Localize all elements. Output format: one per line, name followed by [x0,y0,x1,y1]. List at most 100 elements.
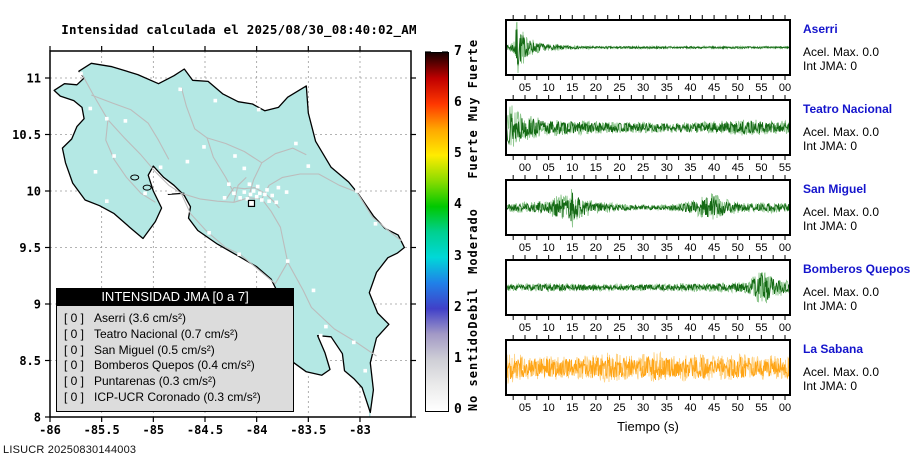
station-marker [256,107,261,112]
waveform-tick-label: 55 [779,162,791,174]
coastline [53,62,406,414]
map-frame [49,50,412,418]
station-marker [260,198,264,202]
waveform-tick-label: 25 [613,242,625,254]
colorbar-scale-label: Fuerte [466,129,480,179]
legend-item-jma: [ 0 ] [64,358,85,373]
station-marker [373,222,378,226]
acel-max-label: Acel. Max. 0.0 [803,125,880,139]
colorbar-tick-label: 6 [454,95,462,111]
colorbar-scale-label: No sentido [466,328,480,412]
map-y-tick-label: 9.5 [19,241,41,255]
map-y-tick-label: 10.5 [12,128,41,142]
station-marker [79,71,83,76]
colorbar-tick-label: 1 [454,350,462,366]
road-line [247,147,307,198]
waveform-tick-label: 05 [519,242,531,254]
station-marker [143,191,147,196]
island [130,174,140,181]
legend-item-jma: [ 0 ] [64,342,85,357]
legend-item-text: Aserri (3.6 cm/s²) [94,311,187,325]
station-marker [233,154,237,158]
epicenter-marker [247,199,256,208]
station-marker [352,340,356,345]
waveform-tick-label: 40 [684,82,696,94]
waveform-tick-label: 15 [566,322,578,334]
legend-item-jma: [ 0 ] [64,374,85,389]
waveform-tick-label: 25 [613,82,625,94]
station-marker [274,200,279,205]
waveform-tick-label: 40 [684,322,696,334]
waveform-tick-label: 50 [732,82,744,94]
legend-item-text: San Miguel (0.5 cm/s²) [94,342,215,357]
waveform-panel-box [505,99,791,156]
waveform-tick-label: 20 [590,242,602,254]
waveform-tick-label: 55 [755,242,767,254]
waveform-tick-label: 00 [779,242,791,254]
station-marker [112,154,116,158]
waveform-panel-box [505,339,791,396]
station-marker [311,288,316,293]
map-x-tick-label: -85 [142,423,164,437]
waveform-tick-label: 05 [519,82,531,94]
waveform-tick-label: 00 [779,82,791,94]
run-id-text: LISUCR 20250830144003 [3,444,137,456]
map-y-tick-label: 8 [34,411,41,425]
station-marker [93,170,98,174]
station-name-label: La Sabana [803,342,864,356]
waveform-tick-label: 20 [590,82,602,94]
station-marker [238,196,242,200]
road-line [181,192,262,203]
station-marker [178,87,182,92]
station-marker [185,159,190,164]
legend-item-text: Puntarenas (0.3 cm/s²) [94,374,217,389]
legend-item-jma: [ 0 ] [64,326,85,341]
station-marker [248,192,253,197]
waveform-tick-label: 30 [637,242,649,254]
station-marker [207,231,211,235]
road-line [233,177,247,203]
waveform-tick-label: 55 [755,322,767,334]
acel-max-label: Acel. Max. 0.0 [803,45,880,59]
colorbar-tick-label: 5 [454,146,462,162]
station-name-label: Bomberos Quepos [803,262,910,276]
station-marker [168,190,172,194]
map-y-tick-label: 9 [34,298,41,312]
road-line [356,191,402,242]
road-line [225,187,280,209]
legend-item-jma: [ 0 ] [64,311,85,325]
waveform-tick-label: 45 [708,82,720,94]
road-line [91,94,170,160]
waveform-tick-label: 15 [590,162,602,174]
station-marker [237,252,241,257]
waveform-tick-label: 45 [708,322,720,334]
island [142,184,152,191]
map-y-tick-label: 8.5 [19,354,41,368]
int-jma-label: Int JMA: 0 [803,299,858,313]
waveform-trace [507,272,789,300]
station-marker [263,192,267,197]
waveform-tick-label: 05 [519,322,531,334]
station-marker [232,191,236,196]
map-x-tick-label: -83.5 [290,423,326,437]
legend-item: [ 0 ] Teatro Nacional (0.7 cm/s²) [64,327,287,343]
waveform-tick-label: 20 [590,402,602,414]
station-marker [213,98,218,103]
waveform-tick-label: 05 [543,162,555,174]
legend-title: INTENSIDAD JMA [0 a 7] [56,288,294,306]
waveform-tick-label: 20 [590,322,602,334]
waveform-tick-label: 35 [661,82,673,94]
waveform-tick-label: 35 [684,162,696,174]
waveform-tick-label: 00 [519,162,531,174]
waveform-tick-label: 45 [732,162,744,174]
waveform-tick-label: 20 [613,162,625,174]
colorbar-tick-label: 2 [454,299,462,315]
map-x-tick-label: -84 [246,423,268,437]
station-name-label: Teatro Nacional [803,102,893,116]
map-x-tick-label: -84.5 [187,423,223,437]
road-line [206,137,263,164]
map-x-tick-label: -86 [39,423,61,437]
station-marker [294,141,298,146]
